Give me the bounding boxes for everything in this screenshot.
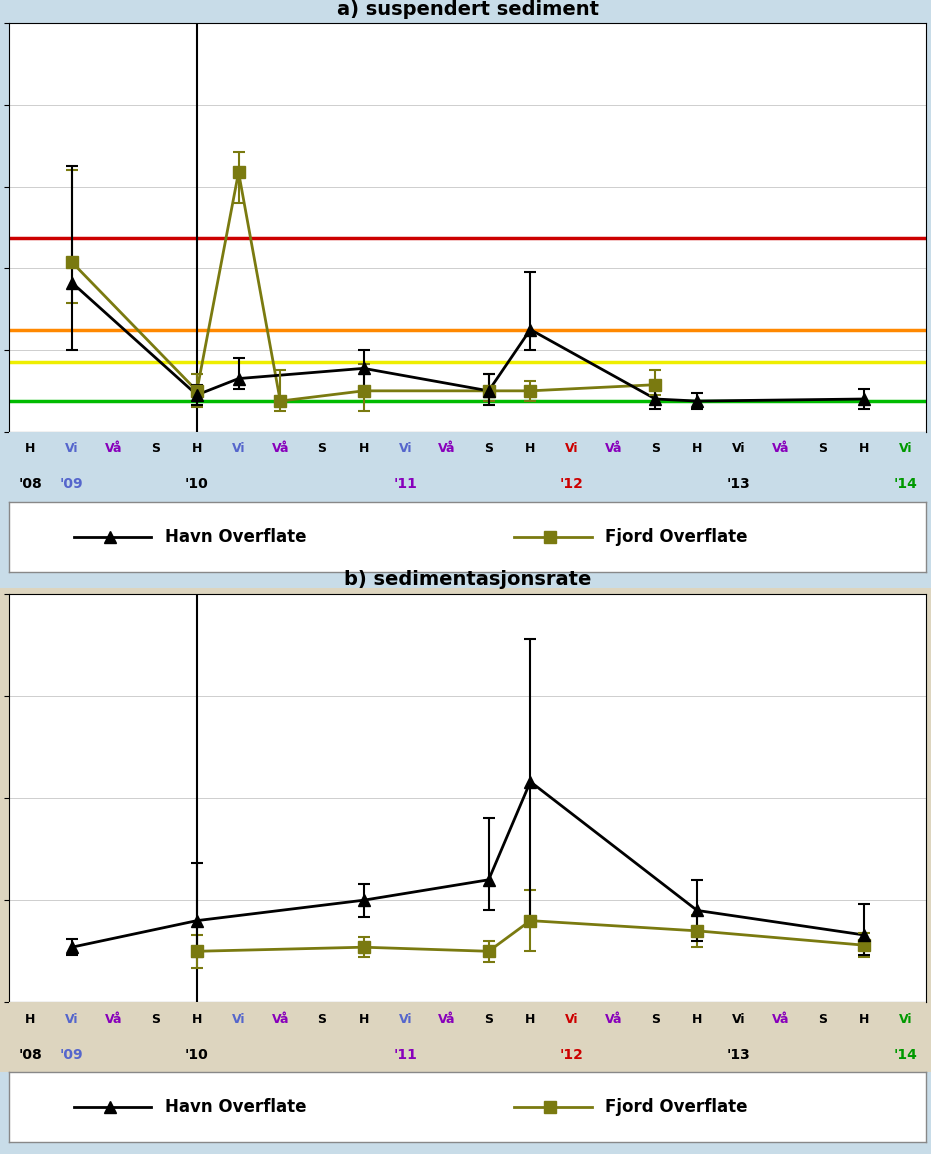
Text: H: H	[25, 442, 35, 455]
Title: b) sedimentasjonsrate: b) sedimentasjonsrate	[344, 570, 591, 590]
Text: Vi: Vi	[398, 1013, 412, 1026]
Text: H: H	[358, 442, 369, 455]
Text: Vi: Vi	[898, 1013, 912, 1026]
Text: S: S	[484, 442, 493, 455]
Text: '12: '12	[560, 478, 584, 492]
Text: S: S	[817, 442, 827, 455]
Text: S: S	[651, 442, 660, 455]
Text: '09: '09	[60, 478, 84, 492]
Text: S: S	[651, 1013, 660, 1026]
Text: '08: '08	[19, 478, 42, 492]
Text: Vi: Vi	[398, 442, 412, 455]
Text: Vi: Vi	[898, 442, 912, 455]
Text: H: H	[692, 1013, 702, 1026]
Text: H: H	[525, 1013, 535, 1026]
Text: S: S	[317, 1013, 327, 1026]
Text: S: S	[817, 1013, 827, 1026]
Text: Fjord Overflate: Fjord Overflate	[605, 527, 748, 546]
Text: H: H	[692, 442, 702, 455]
Text: Fjord Overflate: Fjord Overflate	[605, 1099, 748, 1116]
Text: H: H	[192, 442, 202, 455]
Text: Vå: Vå	[772, 1013, 789, 1026]
Text: Havn Overflate: Havn Overflate	[165, 1099, 306, 1116]
Text: Vi: Vi	[65, 1013, 78, 1026]
Text: '10: '10	[185, 1048, 209, 1062]
Text: Vi: Vi	[232, 442, 246, 455]
Text: '12: '12	[560, 1048, 584, 1062]
Text: S: S	[151, 1013, 160, 1026]
Text: '14: '14	[894, 1048, 917, 1062]
Text: Vi: Vi	[732, 442, 746, 455]
Text: Vå: Vå	[105, 442, 122, 455]
Text: '13: '13	[727, 478, 750, 492]
Text: H: H	[858, 1013, 869, 1026]
Text: '13: '13	[727, 1048, 750, 1062]
Text: Vi: Vi	[732, 1013, 746, 1026]
Text: Vi: Vi	[565, 1013, 579, 1026]
Text: H: H	[858, 442, 869, 455]
Text: Vå: Vå	[105, 1013, 122, 1026]
Text: H: H	[25, 1013, 35, 1026]
Text: '11: '11	[394, 478, 417, 492]
Text: Vå: Vå	[605, 442, 623, 455]
Text: Vi: Vi	[65, 442, 78, 455]
Text: H: H	[192, 1013, 202, 1026]
Text: '10: '10	[185, 478, 209, 492]
Text: S: S	[484, 1013, 493, 1026]
Text: Havn Overflate: Havn Overflate	[165, 527, 306, 546]
Text: H: H	[358, 1013, 369, 1026]
Text: S: S	[151, 442, 160, 455]
Text: Vi: Vi	[565, 442, 579, 455]
Text: '11: '11	[394, 1048, 417, 1062]
Text: Vå: Vå	[772, 442, 789, 455]
Text: Vå: Vå	[605, 1013, 623, 1026]
Title: a) suspendert sediment: a) suspendert sediment	[337, 0, 599, 18]
Text: '08: '08	[19, 1048, 42, 1062]
Text: Vi: Vi	[232, 1013, 246, 1026]
Text: '14: '14	[894, 478, 917, 492]
Text: Vå: Vå	[439, 442, 456, 455]
Text: '09: '09	[60, 1048, 84, 1062]
Text: H: H	[525, 442, 535, 455]
Text: Vå: Vå	[272, 442, 289, 455]
Text: S: S	[317, 442, 327, 455]
Text: Vå: Vå	[439, 1013, 456, 1026]
Text: Vå: Vå	[272, 1013, 289, 1026]
